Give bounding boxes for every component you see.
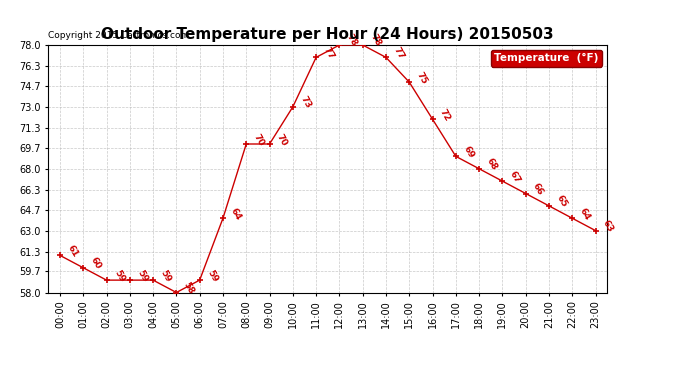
Text: 68: 68 [484, 157, 499, 172]
Text: 77: 77 [322, 45, 336, 61]
Title: Outdoor Temperature per Hour (24 Hours) 20150503: Outdoor Temperature per Hour (24 Hours) … [101, 27, 554, 42]
Text: 78: 78 [368, 33, 382, 48]
Text: 78: 78 [345, 33, 359, 48]
Text: 72: 72 [438, 107, 452, 123]
Text: 66: 66 [531, 182, 545, 197]
Text: 70: 70 [275, 132, 289, 147]
Text: 64: 64 [228, 206, 243, 222]
Text: Copyright 2015 Cartronics.com: Copyright 2015 Cartronics.com [48, 31, 190, 40]
Text: 61: 61 [66, 243, 79, 259]
Text: 59: 59 [112, 268, 126, 284]
Text: 65: 65 [555, 194, 569, 209]
Text: 73: 73 [298, 95, 313, 110]
Text: 59: 59 [205, 268, 219, 284]
Text: 59: 59 [135, 268, 150, 284]
Text: 70: 70 [252, 132, 266, 147]
Text: 69: 69 [462, 144, 475, 160]
Text: 77: 77 [391, 45, 406, 61]
Text: 58: 58 [182, 280, 196, 296]
Text: 64: 64 [578, 206, 592, 222]
Text: 63: 63 [601, 219, 615, 234]
Legend: Temperature  (°F): Temperature (°F) [491, 50, 602, 66]
Text: 60: 60 [89, 256, 103, 271]
Text: 75: 75 [415, 70, 429, 86]
Text: 59: 59 [159, 268, 172, 284]
Text: 67: 67 [508, 169, 522, 184]
